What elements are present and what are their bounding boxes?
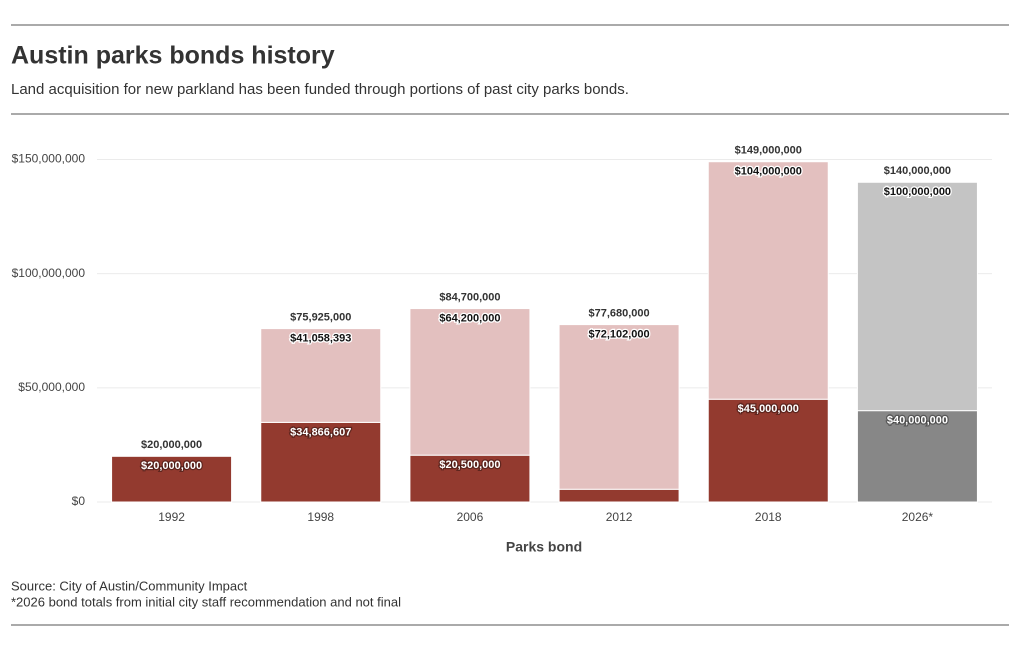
x-tick-label: 2018 [755,510,782,524]
plot-area [97,136,992,502]
bar-segment [558,488,680,503]
value-label: $41,058,393 [290,333,351,345]
bar-segment [409,308,531,456]
total-label: $140,000,000 [884,165,951,177]
chart-title: Austin parks bonds history [11,42,335,70]
bar-segment [260,328,382,423]
value-label: $104,000,000 [735,166,802,178]
y-tick-label: $50,000,000 [18,380,85,394]
x-tick-label: 2026* [902,510,934,524]
source: Source: City of Austin/Community Impact [11,578,248,593]
x-tick-label: 1998 [307,510,334,524]
bar-segment [707,161,829,400]
total-label: $75,925,000 [290,312,351,324]
value-label: $72,102,000 [588,329,649,341]
x-tick-label: 1992 [158,510,185,524]
total-label: $84,700,000 [439,291,500,303]
y-tick-label: $150,000,000 [12,152,86,166]
value-label: $100,000,000 [884,186,951,198]
value-label: $45,000,000 [738,403,799,415]
bar-segment [707,398,829,503]
x-tick-label: 2006 [457,510,484,524]
chart-subtitle: Land acquisition for new parkland has be… [11,81,629,98]
bar-segment [856,410,978,503]
bar-segment [409,454,531,503]
bar-segment [558,324,680,490]
y-tick-label: $0 [72,494,86,508]
bar-segment [260,421,382,503]
total-label: $20,000,000 [141,439,202,451]
note: *2026 bond totals from initial city staf… [11,594,401,609]
total-label: $149,000,000 [735,145,802,157]
bar-segment [111,455,233,503]
value-label: $20,500,000 [439,459,500,471]
y-tick-label: $100,000,000 [12,266,86,280]
total-label: $77,680,000 [588,308,649,320]
x-axis-label: Parks bond [506,539,582,555]
value-label: $20,000,000 [141,460,202,472]
value-label: $34,866,607 [290,426,351,438]
x-tick-label: 2012 [606,510,633,524]
bar-segment [856,181,978,412]
value-label: $64,200,000 [439,312,500,324]
value-label: $40,000,000 [887,415,948,427]
